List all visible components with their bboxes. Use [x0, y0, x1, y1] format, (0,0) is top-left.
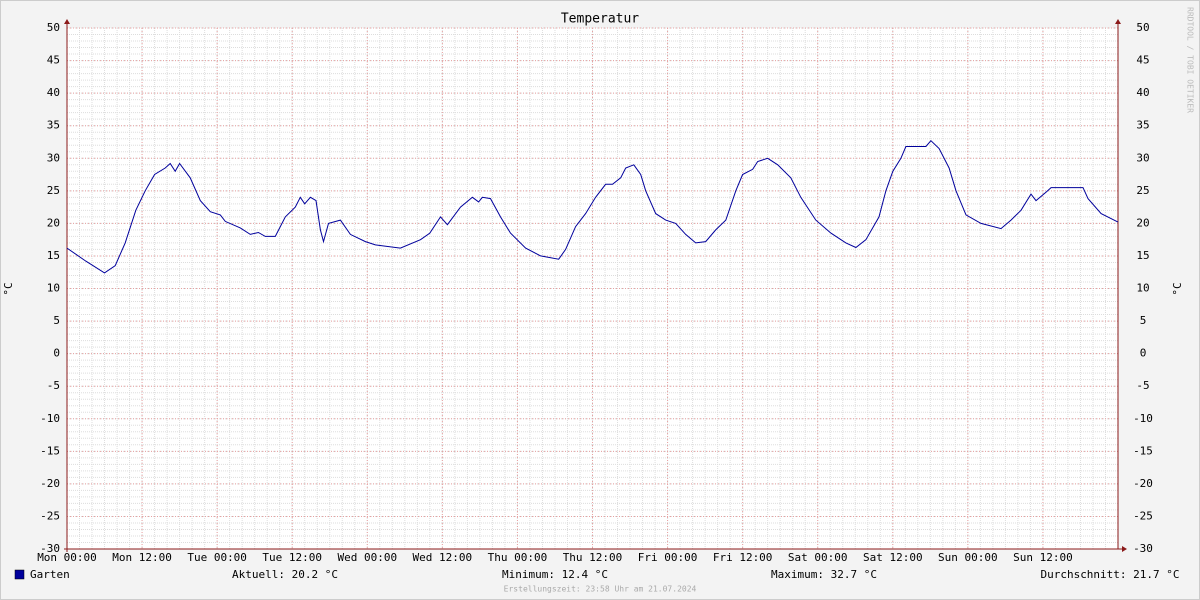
y2-tick-label: 50: [1136, 21, 1149, 34]
y-tick-label: 40: [47, 86, 60, 99]
x-tick-label: Fri 00:00: [638, 551, 698, 564]
y-tick-label: 25: [47, 184, 60, 197]
y2-tick-label: -20: [1133, 477, 1153, 490]
y-tick-label: -20: [40, 477, 60, 490]
legend-swatch: [14, 569, 25, 580]
x-tick-label: Wed 12:00: [413, 551, 473, 564]
x-tick-label: Sat 12:00: [863, 551, 923, 564]
y-tick-label: 35: [47, 119, 60, 132]
grid: [66, 27, 1119, 550]
y2-tick-label: 40: [1136, 86, 1149, 99]
legend-label: Garten: [30, 568, 70, 581]
y-tick-label: 30: [47, 151, 60, 164]
y2-tick-label: -30: [1133, 542, 1153, 555]
y-tick-label: 50: [47, 21, 60, 34]
y-tick-label: 10: [47, 282, 60, 295]
watermark: RRDTOOL / TOBI OETIKER: [1186, 7, 1195, 113]
y-tick-label: 0: [53, 347, 60, 360]
y2-tick-label: 30: [1136, 151, 1149, 164]
stat-label: Aktuell: 20.2 °C: [232, 568, 338, 581]
x-tick-label: Wed 00:00: [337, 551, 397, 564]
y2-tick-label: 10: [1136, 282, 1149, 295]
y2-tick-label: 45: [1136, 54, 1149, 67]
y2-tick-label: 0: [1140, 347, 1147, 360]
x-tick-label: Thu 00:00: [488, 551, 548, 564]
x-tick-label: Thu 12:00: [563, 551, 623, 564]
y2-tick-label: 25: [1136, 184, 1149, 197]
y2-axis-label: °C: [1171, 282, 1184, 295]
y-tick-label: 5: [53, 314, 60, 327]
y-axis-label: °C: [2, 282, 15, 295]
x-tick-label: Sun 00:00: [938, 551, 998, 564]
stat-label: Durchschnitt: 21.7 °C: [1040, 568, 1179, 581]
stat-label: Minimum: 12.4 °C: [502, 568, 608, 581]
stat-label: Maximum: 32.7 °C: [771, 568, 877, 581]
x-tick-label: Fri 12:00: [713, 551, 773, 564]
x-tick-label: Tue 00:00: [187, 551, 247, 564]
y-tick-label: -10: [40, 412, 60, 425]
y-tick-label: -30: [40, 542, 60, 555]
y2-tick-label: 5: [1140, 314, 1147, 327]
y2-axis-arrow: [1115, 19, 1121, 24]
series-line: [66, 139, 1119, 274]
y2-tick-label: -5: [1136, 379, 1149, 392]
x-tick-label: Sat 00:00: [788, 551, 848, 564]
x-tick-label: Mon 00:00: [37, 551, 97, 564]
y-tick-label: 45: [47, 54, 60, 67]
y2-tick-label: 20: [1136, 216, 1149, 229]
y2-tick-label: -15: [1133, 444, 1153, 457]
y-tick-label: -25: [40, 509, 60, 522]
y-tick-label: 15: [47, 249, 60, 262]
x-axis-arrow: [1122, 546, 1127, 552]
y-tick-label: -5: [47, 379, 60, 392]
x-tick-label: Mon 12:00: [112, 551, 172, 564]
chart-title: Temperatur: [561, 12, 639, 27]
y2-tick-label: -25: [1133, 509, 1153, 522]
y2-tick-label: 15: [1136, 249, 1149, 262]
footer: Erstellungszeit: 23:58 Uhr am 21.07.2024: [504, 585, 697, 594]
y-axis-arrow: [64, 19, 70, 24]
y2-tick-label: 35: [1136, 119, 1149, 132]
y-tick-label: -15: [40, 444, 60, 457]
x-tick-label: Tue 12:00: [262, 551, 322, 564]
x-tick-label: Sun 12:00: [1013, 551, 1073, 564]
y2-tick-label: -10: [1133, 412, 1153, 425]
y-tick-label: 20: [47, 216, 60, 229]
